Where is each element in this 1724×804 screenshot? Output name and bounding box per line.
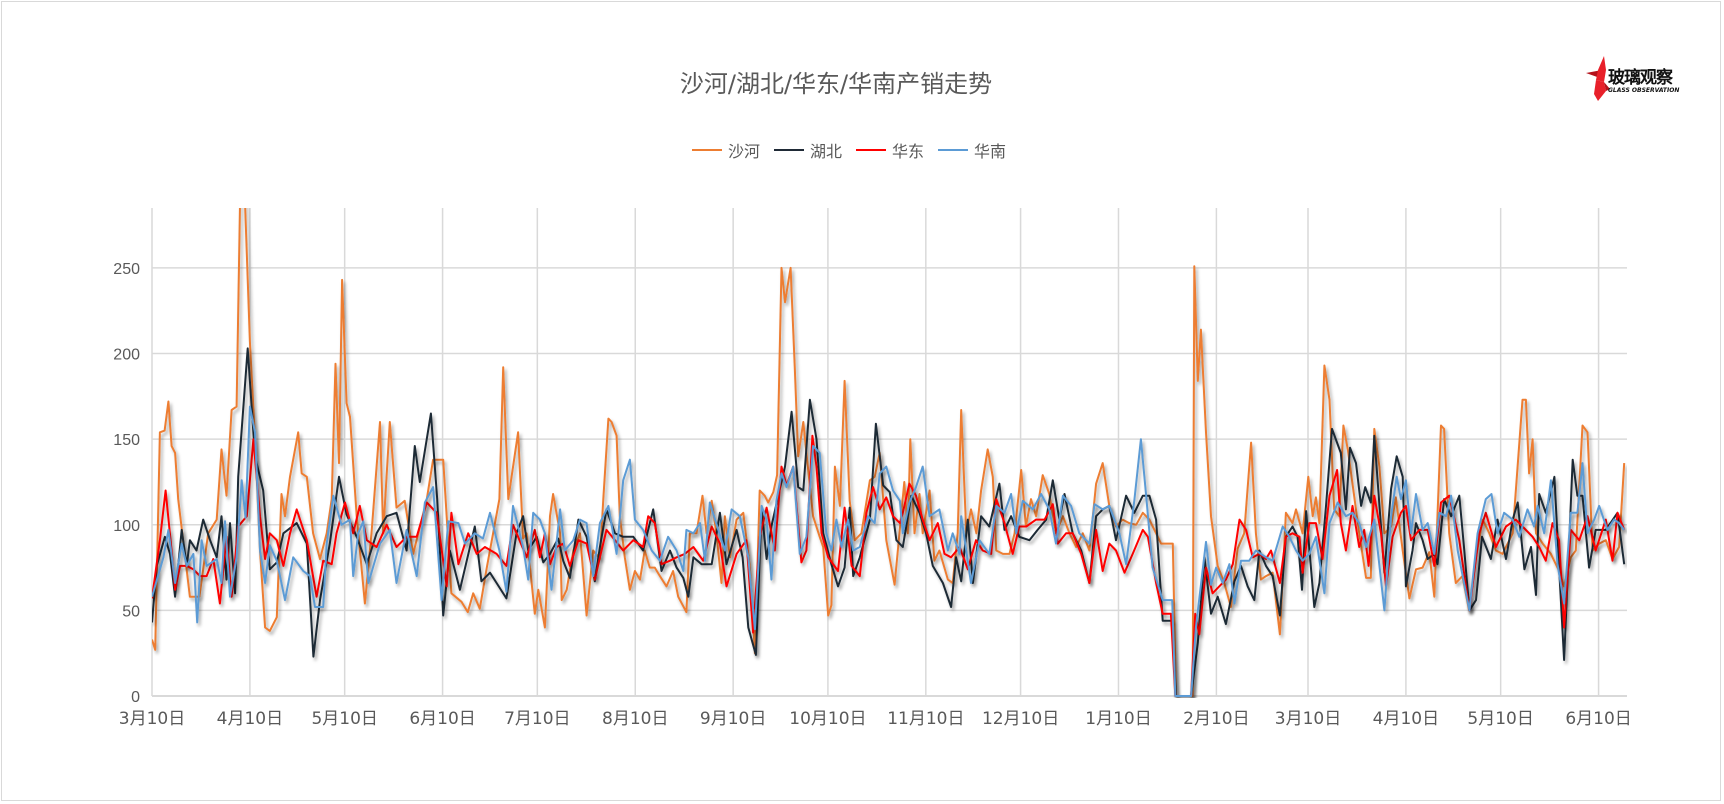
series-line-huanan bbox=[152, 405, 1625, 697]
star-logo-icon bbox=[1586, 56, 1610, 101]
series-group bbox=[152, 208, 1626, 697]
legend-label: 湖北 bbox=[809, 142, 842, 161]
x-tick-label: 1月10日 bbox=[1085, 709, 1151, 729]
series-line-huadong bbox=[152, 434, 1626, 697]
legend-swatch bbox=[691, 149, 722, 151]
y-tick-label: 250 bbox=[113, 261, 140, 278]
x-tick-label: 3月10日 bbox=[1275, 709, 1341, 729]
logo-text-cn: 玻璃观察 bbox=[1608, 68, 1673, 88]
x-tick-label: 4月10日 bbox=[217, 709, 283, 729]
y-tick-label: 150 bbox=[113, 432, 140, 449]
x-tick-label: 8月10日 bbox=[602, 709, 668, 729]
series-line-shahe bbox=[152, 208, 1626, 697]
legend-swatch bbox=[938, 149, 969, 151]
legend-item-huanan[interactable]: 华南 bbox=[938, 138, 1006, 162]
logo-text-en: GLASS OBSERVATION bbox=[1608, 87, 1680, 94]
y-tick-label: 50 bbox=[122, 603, 140, 620]
x-tick-label: 4月10日 bbox=[1373, 709, 1439, 729]
legend-label: 华东 bbox=[892, 142, 925, 161]
x-tick-label: 10月10日 bbox=[789, 709, 866, 729]
x-tick-label: 7月10日 bbox=[504, 709, 570, 729]
y-tick-label: 100 bbox=[113, 518, 140, 535]
legend-item-hubei[interactable]: 湖北 bbox=[773, 138, 842, 162]
x-tick-label: 12月10日 bbox=[982, 709, 1059, 729]
legend-item-shahe[interactable]: 沙河 bbox=[691, 138, 760, 162]
glass-observation-logo: 玻璃观察 GLASS OBSERVATION bbox=[1586, 56, 1696, 106]
x-tick-label: 5月10日 bbox=[1467, 709, 1533, 729]
x-tick-label: 2月10日 bbox=[1183, 709, 1249, 729]
x-tick-label: 6月10日 bbox=[409, 709, 475, 729]
legend-item-huadong[interactable]: 华东 bbox=[856, 138, 924, 162]
legend-label: 沙河 bbox=[727, 142, 760, 161]
y-tick-label: 200 bbox=[113, 347, 140, 364]
x-tick-label: 5月10日 bbox=[311, 709, 377, 729]
x-tick-label: 9月10日 bbox=[700, 709, 766, 729]
x-tick-label: 3月10日 bbox=[119, 709, 185, 729]
legend-swatch bbox=[773, 149, 804, 151]
legend: 沙河 湖北 华东 华南 bbox=[0, 138, 1698, 162]
x-tick-label: 6月10日 bbox=[1565, 709, 1631, 729]
series-line-hubei bbox=[152, 347, 1626, 697]
y-tick-label: 0 bbox=[131, 689, 140, 706]
chart-title: 沙河/湖北/华东/华南产销走势 bbox=[679, 70, 993, 98]
legend-label: 华南 bbox=[974, 142, 1007, 161]
legend-swatch bbox=[856, 149, 886, 151]
x-tick-label: 11月10日 bbox=[887, 709, 964, 729]
